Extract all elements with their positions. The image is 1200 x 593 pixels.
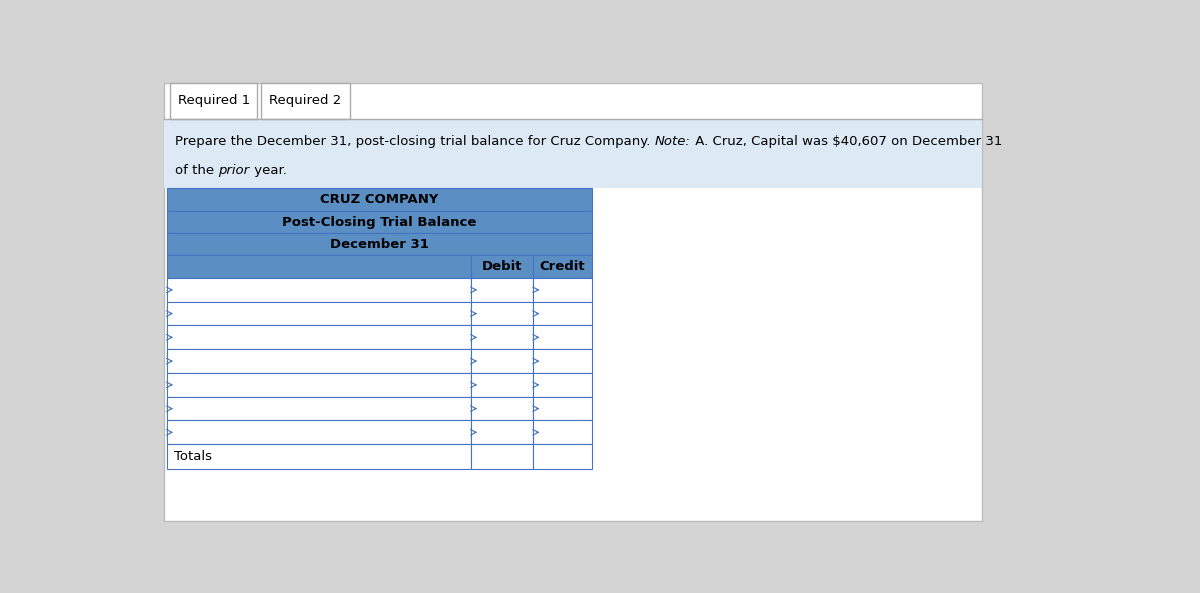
FancyBboxPatch shape <box>533 420 592 444</box>
FancyBboxPatch shape <box>167 302 470 326</box>
Text: prior: prior <box>218 164 250 177</box>
Text: Note:: Note: <box>655 135 691 148</box>
FancyBboxPatch shape <box>470 255 533 278</box>
Text: A. Cruz, Capital was $40,607 on December 31: A. Cruz, Capital was $40,607 on December… <box>691 135 1002 148</box>
FancyBboxPatch shape <box>470 444 533 469</box>
FancyBboxPatch shape <box>167 233 592 255</box>
FancyBboxPatch shape <box>167 373 470 397</box>
Text: CRUZ COMPANY: CRUZ COMPANY <box>320 193 438 206</box>
FancyBboxPatch shape <box>533 373 592 397</box>
FancyBboxPatch shape <box>533 397 592 420</box>
Text: Required 2: Required 2 <box>269 94 342 107</box>
Text: Credit: Credit <box>540 260 586 273</box>
FancyBboxPatch shape <box>533 255 592 278</box>
Text: year.: year. <box>250 164 287 177</box>
FancyBboxPatch shape <box>470 302 533 326</box>
FancyBboxPatch shape <box>260 82 350 119</box>
FancyBboxPatch shape <box>470 397 533 420</box>
FancyBboxPatch shape <box>533 278 592 302</box>
FancyBboxPatch shape <box>470 278 533 302</box>
Text: Required 1: Required 1 <box>178 94 250 107</box>
FancyBboxPatch shape <box>533 326 592 349</box>
FancyBboxPatch shape <box>470 349 533 373</box>
FancyBboxPatch shape <box>167 420 470 444</box>
FancyBboxPatch shape <box>164 82 983 521</box>
FancyBboxPatch shape <box>167 326 470 349</box>
Text: Debit: Debit <box>481 260 522 273</box>
Text: Prepare the December 31, post-closing trial balance for Cruz Company.: Prepare the December 31, post-closing tr… <box>175 135 655 148</box>
FancyBboxPatch shape <box>533 302 592 326</box>
FancyBboxPatch shape <box>167 255 470 278</box>
FancyBboxPatch shape <box>170 82 257 119</box>
FancyBboxPatch shape <box>167 397 470 420</box>
FancyBboxPatch shape <box>470 373 533 397</box>
Text: of the: of the <box>175 164 218 177</box>
FancyBboxPatch shape <box>470 326 533 349</box>
FancyBboxPatch shape <box>167 349 470 373</box>
FancyBboxPatch shape <box>167 444 470 469</box>
FancyBboxPatch shape <box>167 211 592 233</box>
Text: December 31: December 31 <box>330 238 428 251</box>
FancyBboxPatch shape <box>470 420 533 444</box>
FancyBboxPatch shape <box>533 349 592 373</box>
FancyBboxPatch shape <box>164 119 983 187</box>
FancyBboxPatch shape <box>167 278 470 302</box>
FancyBboxPatch shape <box>533 444 592 469</box>
Text: Totals: Totals <box>174 450 212 463</box>
Text: Post-Closing Trial Balance: Post-Closing Trial Balance <box>282 216 476 229</box>
FancyBboxPatch shape <box>167 187 592 211</box>
